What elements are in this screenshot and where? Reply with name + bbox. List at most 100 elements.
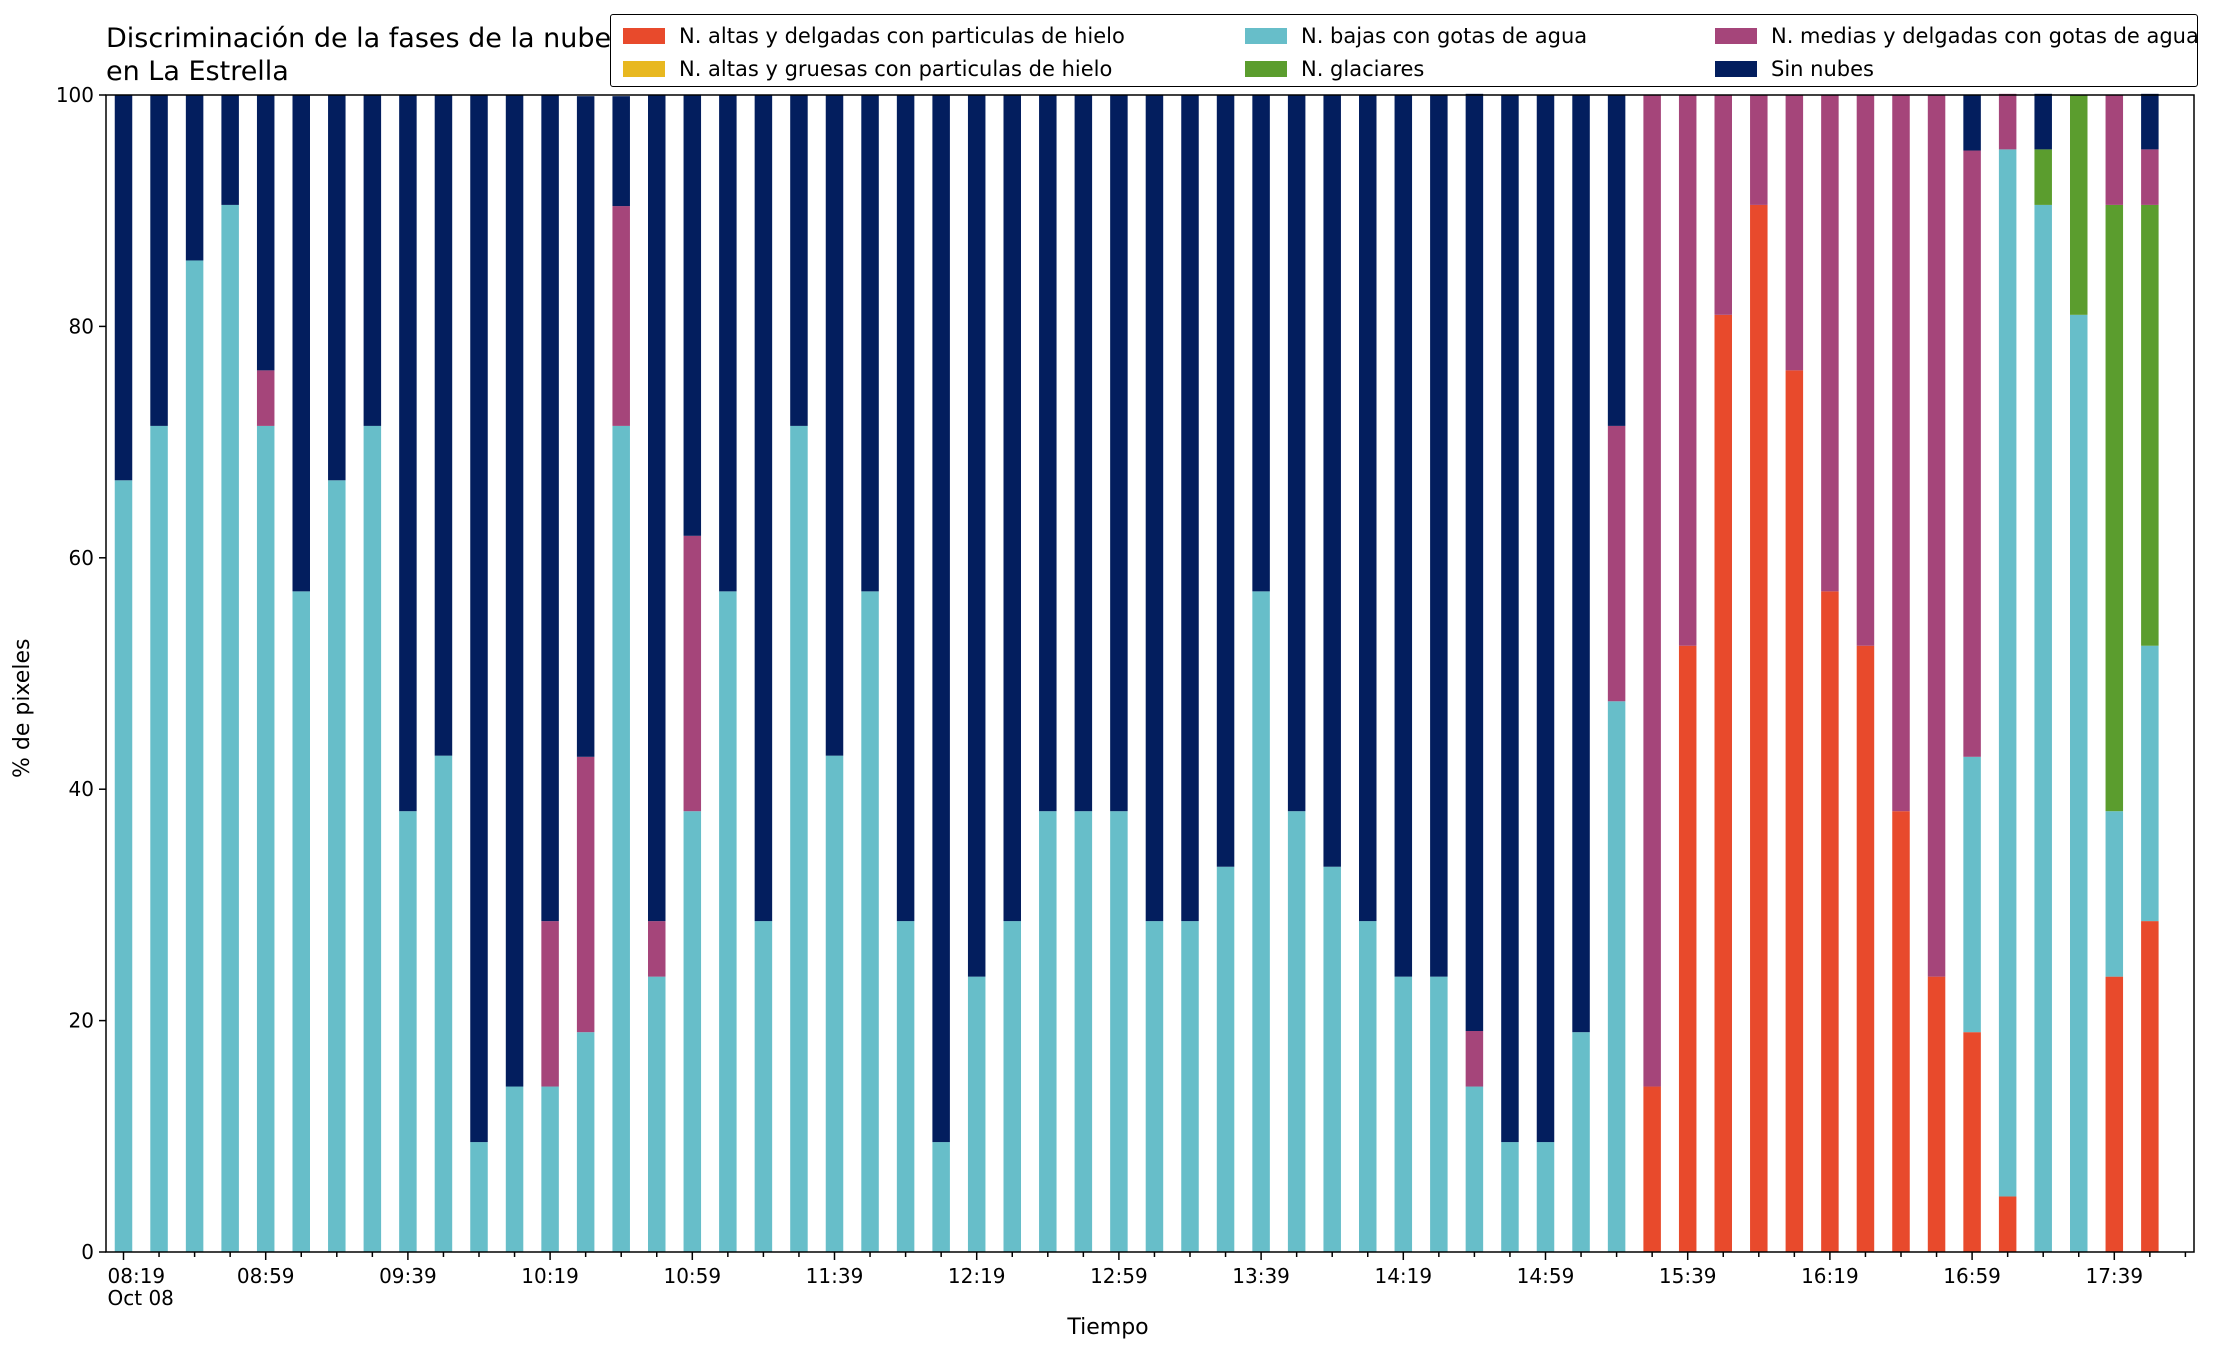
bar-segment <box>719 591 737 1252</box>
x-tick-label: 08:59 <box>237 1264 295 1288</box>
legend-swatch <box>1245 27 1287 44</box>
bar-segment <box>1394 95 1413 977</box>
bar-segment <box>1287 811 1306 1252</box>
bar-segment <box>363 95 382 426</box>
bar-segment <box>825 755 844 1252</box>
bar-segment <box>1145 921 1164 1252</box>
bar-segment <box>612 96 630 207</box>
bar-segment <box>1607 95 1626 426</box>
bar-segment <box>1821 95 1839 592</box>
bar-segment <box>754 921 773 1252</box>
bar-segment <box>754 95 773 922</box>
bar-segment <box>1465 1086 1484 1252</box>
bar-segment <box>683 95 702 536</box>
chart-title: Discriminación de la fases de la nube en… <box>106 23 612 87</box>
bar-segment <box>1927 976 1946 1252</box>
bar-segment <box>1074 811 1093 1252</box>
legend-label: N. glaciares <box>1301 56 1425 81</box>
x-tick-label: 10:59 <box>663 1264 721 1288</box>
bar-segment <box>1465 1031 1484 1087</box>
bar-segment <box>896 921 915 1252</box>
bar-segment <box>2034 149 2052 205</box>
y-axis-ticks: 0 20 40 60 80 100 <box>56 83 106 1264</box>
bar-segment <box>1998 93 2017 150</box>
bar-segment <box>1536 1142 1555 1252</box>
x-tick-label: 16:19 <box>1801 1264 1859 1288</box>
x-tick-label: 11:39 <box>806 1264 864 1288</box>
bar-segment <box>2070 95 2088 315</box>
bar-segment <box>1110 811 1128 1252</box>
bar-segment <box>292 591 310 1252</box>
bar-segment <box>1501 1142 1519 1252</box>
bar-segment <box>1323 95 1341 867</box>
legend-item: Sin nubes <box>1715 52 2195 85</box>
x-tick-label: Oct 08 <box>108 1286 174 1310</box>
bar-segment <box>541 921 559 1087</box>
bar-segment <box>1607 425 1626 702</box>
x-tick-label: 14:59 <box>1517 1264 1575 1288</box>
bar-segment <box>683 811 702 1252</box>
bar-segment <box>256 95 275 371</box>
bar-segment <box>576 96 595 757</box>
bar-segment <box>1216 95 1235 867</box>
bar-segment <box>2070 314 2088 1253</box>
bar-segment <box>470 1142 488 1252</box>
bar-segment <box>861 95 879 592</box>
y-tick-label: 80 <box>69 314 94 338</box>
bar-segment <box>1714 95 1732 315</box>
bar-segment <box>434 755 453 1252</box>
bars-group <box>114 93 2159 1253</box>
bar-segment <box>1643 95 1661 1087</box>
bar-segment <box>2141 204 2159 646</box>
bar-segment <box>1750 95 1768 205</box>
bar-segment <box>363 425 382 1252</box>
bar-segment <box>1963 1032 1981 1252</box>
bar-segment <box>967 976 986 1252</box>
bar-segment <box>1821 591 1839 1252</box>
bar-segment <box>1074 95 1093 812</box>
bar-segment <box>861 591 879 1252</box>
bar-segment <box>328 95 346 481</box>
y-tick-label: 20 <box>69 1009 94 1033</box>
bar-segment <box>1536 95 1555 1143</box>
bar-segment <box>896 95 915 922</box>
legend-swatch <box>1245 60 1287 77</box>
bar-segment <box>2141 93 2159 150</box>
bar-segment <box>1963 150 1981 757</box>
bar-segment <box>150 95 168 426</box>
bar-segment <box>2105 976 2124 1252</box>
x-tick-label: 10:19 <box>521 1264 579 1288</box>
bar-segment <box>1252 95 1270 592</box>
bar-segment <box>2034 93 2052 150</box>
bar-segment <box>1785 95 1804 371</box>
bar-segment <box>1359 95 1377 922</box>
bar-segment <box>1359 921 1377 1252</box>
legend-label: Sin nubes <box>1771 56 1874 81</box>
legend-swatch <box>1715 27 1757 44</box>
y-tick-label: 100 <box>56 83 94 107</box>
bar-segment <box>470 95 488 1143</box>
bar-segment <box>1643 1086 1661 1252</box>
bar-segment <box>1287 95 1306 812</box>
bar-segment <box>505 1086 524 1252</box>
y-tick-label: 0 <box>81 1240 94 1264</box>
x-tick-label: 12:59 <box>1090 1264 1148 1288</box>
bar-segment <box>2141 149 2159 205</box>
bar-segment <box>1181 95 1199 922</box>
bar-segment <box>719 95 737 592</box>
bar-segment <box>1430 95 1448 977</box>
plot-frame <box>105 94 2195 1253</box>
bar-segment <box>1216 866 1235 1252</box>
bar-segment <box>185 260 204 1252</box>
bar-segment <box>1110 95 1128 812</box>
bar-segment <box>648 976 666 1252</box>
x-tick-label: 08:19 <box>108 1264 166 1288</box>
bar-segment <box>185 95 204 261</box>
bar-segment <box>1927 95 1946 977</box>
y-tick-label: 60 <box>69 546 94 570</box>
bar-segment <box>967 95 986 977</box>
bar-segment <box>1181 921 1199 1252</box>
legend-label: N. altas y gruesas con particulas de hie… <box>679 56 1113 81</box>
